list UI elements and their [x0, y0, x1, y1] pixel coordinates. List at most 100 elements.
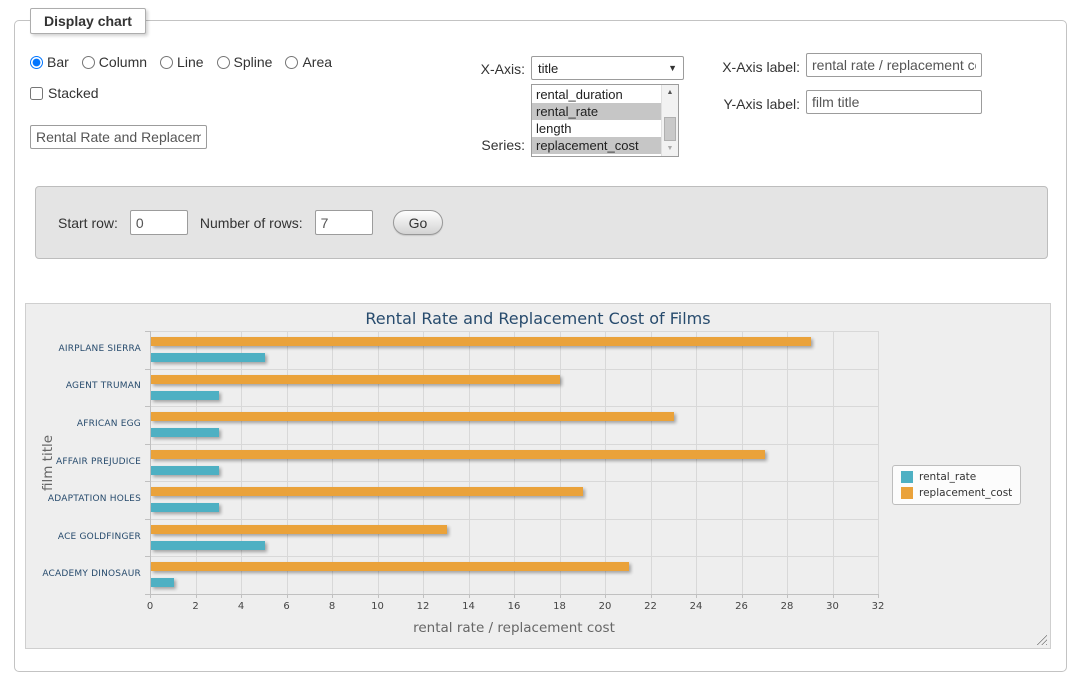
x-axis-label-input[interactable]: [806, 53, 982, 77]
gridline-cat-0: [150, 331, 878, 332]
legend-label-replacement_cost: replacement_cost: [919, 487, 1013, 499]
scrollbar-thumb[interactable]: [664, 116, 676, 141]
series-options: rental_duration rental_rate length replacem…: [532, 86, 661, 154]
gridline-x-20: [605, 331, 606, 594]
x-axis-selected-value: title: [538, 60, 559, 76]
go-button[interactable]: Go: [392, 210, 444, 235]
chart-type-bar-radio[interactable]: [30, 55, 43, 69]
chart-type-area-label: Area: [302, 54, 333, 70]
stacked-label: Stacked: [48, 85, 99, 101]
x-tickmark-2: [195, 594, 197, 598]
chart-type-column-label: Column: [98, 54, 148, 70]
bar-replacement_cost-adaptation-holes[interactable]: [151, 487, 584, 497]
x-tick-label-2: 2: [192, 601, 199, 612]
category-tickmark-2: [145, 406, 150, 408]
gridline-x-18: [559, 331, 561, 594]
chart-type-bar[interactable]: Bar: [30, 54, 69, 70]
x-tickmark-8: [332, 594, 333, 598]
x-axis-line: [150, 594, 878, 595]
number-of-rows-input[interactable]: [314, 210, 373, 235]
chart-type-line[interactable]: Line: [160, 54, 204, 70]
chart-type-column[interactable]: Column: [81, 54, 148, 70]
chart-type-spline-radio[interactable]: [216, 55, 230, 69]
series-scrollbar[interactable]: ▲ ▼: [661, 85, 678, 156]
gridline-cat-5: [150, 518, 878, 520]
chart-type-line-radio[interactable]: [160, 55, 174, 69]
scroll-down-icon[interactable]: ▼: [666, 145, 674, 152]
chart-type-area[interactable]: Area: [285, 54, 332, 70]
category-tickmark-0: [145, 331, 150, 332]
start-row-input[interactable]: [129, 210, 188, 235]
bar-rental_rate-ace-goldfinger[interactable]: [151, 540, 265, 550]
x-tick-label-26: 26: [735, 601, 748, 612]
x-tick-label-12: 12: [416, 601, 430, 612]
category-tickmark-4: [145, 481, 150, 483]
category-label-agent-truman: AGENT TRUMAN: [65, 381, 141, 392]
row-range-panel: Start row: Number of rows: Go: [35, 186, 1048, 259]
stacked-checkbox[interactable]: [30, 86, 43, 100]
legend-swatch-rental_rate: [901, 471, 913, 483]
bar-rental_rate-african-egg[interactable]: [151, 428, 220, 438]
x-tickmark-28: [787, 594, 788, 598]
x-tick-label-24: 24: [689, 601, 703, 612]
bar-rental_rate-adaptation-holes[interactable]: [151, 503, 220, 513]
gridline-x-2: [195, 331, 197, 594]
bar-rental_rate-academy-dinosaur[interactable]: [151, 578, 174, 588]
gridline-x-32: [878, 331, 879, 594]
x-axis-select[interactable]: title ▼: [531, 56, 684, 80]
x-tick-label-16: 16: [507, 601, 521, 612]
y-axis-label-input[interactable]: [806, 90, 982, 114]
category-label-affair-prejudice: AFFAIR PREJUDICE: [56, 456, 141, 467]
chart-type-column-radio[interactable]: [81, 55, 95, 69]
series-option-rental_rate[interactable]: rental_rate: [532, 103, 661, 120]
legend-label-rental_rate: rental_rate: [919, 471, 977, 483]
chart-title: Rental Rate and Replacement Cost of Film…: [365, 309, 711, 328]
x-axis-label-caption: X-Axis label:: [722, 59, 800, 75]
chart: Rental Rate and Replacement Cost of Film…: [25, 303, 1051, 649]
category-tickmark-3: [145, 443, 150, 445]
category-tickmark-5: [145, 518, 150, 520]
gridline-x-16: [514, 331, 515, 594]
chart-title-input[interactable]: [30, 125, 207, 149]
stacked-option[interactable]: Stacked: [30, 85, 99, 101]
chart-type-radio-group: Bar Column Line Spline Area: [30, 54, 332, 70]
gridline-x-24: [696, 331, 697, 594]
category-tickmark-1: [145, 368, 150, 370]
x-tick-label-22: 22: [644, 601, 657, 612]
series-option-length[interactable]: length: [536, 121, 572, 136]
gridline-x-4: [241, 331, 242, 594]
y-axis-label-caption: Y-Axis label:: [723, 96, 800, 112]
x-tick-label-20: 20: [598, 601, 612, 612]
resize-handle-icon[interactable]: [1035, 633, 1047, 645]
gridline-x-30: [832, 331, 834, 594]
bar-replacement_cost-academy-dinosaur[interactable]: [151, 562, 629, 572]
bar-rental_rate-agent-truman[interactable]: [151, 390, 220, 400]
fieldset-legend: Display chart: [30, 8, 146, 34]
bar-replacement_cost-affair-prejudice[interactable]: [151, 449, 766, 459]
chart-legend: rental_rate replacement_cost: [892, 465, 1022, 505]
legend-item-rental_rate[interactable]: rental_rate: [901, 471, 1012, 483]
series-option-rental_duration[interactable]: rental_duration: [536, 87, 623, 102]
bar-replacement_cost-agent-truman[interactable]: [151, 374, 561, 384]
chart-type-area-radio[interactable]: [285, 55, 299, 69]
category-label-ace-goldfinger: ACE GOLDFINGER: [57, 531, 141, 542]
x-tickmark-24: [696, 594, 697, 598]
legend-item-replacement_cost[interactable]: replacement_cost: [901, 487, 1012, 499]
x-tick-label-10: 10: [371, 601, 384, 612]
series-listbox[interactable]: rental_duration rental_rate length replacem…: [531, 84, 679, 157]
chart-type-spline[interactable]: Spline: [216, 54, 272, 70]
bar-rental_rate-affair-prejudice[interactable]: [151, 465, 220, 475]
x-tickmark-6: [286, 594, 288, 598]
bar-replacement_cost-ace-goldfinger[interactable]: [151, 524, 447, 534]
series-option-replacement_cost[interactable]: replacement_cost: [532, 137, 661, 154]
category-label-academy-dinosaur: ACADEMY DINOSAUR: [42, 569, 141, 580]
bar-rental_rate-airplane-sierra[interactable]: [151, 353, 265, 362]
bar-replacement_cost-african-egg[interactable]: [151, 412, 675, 422]
series-listbox-label: Series:: [481, 137, 525, 153]
gridline-cat-1: [150, 368, 878, 370]
scroll-up-icon[interactable]: ▲: [666, 89, 674, 96]
gridline-cat-4: [150, 481, 878, 483]
bar-replacement_cost-airplane-sierra[interactable]: [151, 337, 811, 346]
gridline-cat-3: [150, 443, 878, 445]
gridline-x-8: [332, 331, 333, 594]
